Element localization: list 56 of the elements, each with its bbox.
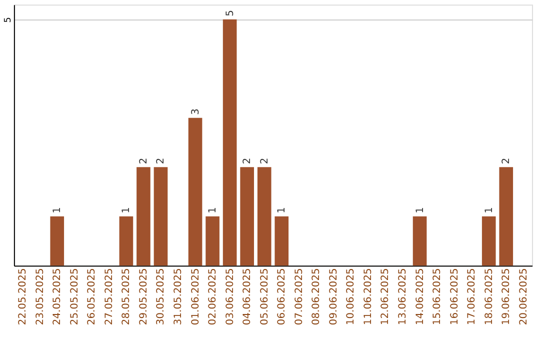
data-label: 2 bbox=[138, 158, 150, 164]
x-tick-label: 20.06.2025 bbox=[518, 268, 530, 326]
data-label: 1 bbox=[121, 207, 132, 214]
x-tick-label: 15.06.2025 bbox=[432, 268, 444, 326]
data-label: 1 bbox=[276, 207, 288, 214]
x-tick-label: 30.05.2025 bbox=[156, 268, 167, 326]
x-tick-label: 02.06.2025 bbox=[208, 268, 219, 326]
x-tick-label: 05.06.2025 bbox=[259, 268, 270, 326]
x-tick-label: 24.05.2025 bbox=[52, 268, 64, 326]
bar bbox=[50, 216, 64, 266]
bar bbox=[222, 19, 237, 266]
x-tick-label: 12.06.2025 bbox=[380, 268, 392, 326]
x-tick-label: 23.05.2025 bbox=[34, 268, 46, 326]
x-tick-label: 06.06.2025 bbox=[276, 268, 288, 326]
data-label: 5 bbox=[224, 10, 236, 16]
x-tick-label: 17.06.2025 bbox=[466, 268, 478, 326]
bar bbox=[206, 216, 220, 266]
x-tick-label: 11.06.2025 bbox=[362, 268, 374, 326]
x-tick-label: 16.06.2025 bbox=[449, 268, 460, 326]
bar bbox=[412, 216, 427, 266]
data-label: 1 bbox=[414, 207, 426, 214]
x-tick-label: 22.05.2025 bbox=[18, 268, 29, 326]
bar bbox=[188, 118, 202, 266]
bar bbox=[482, 216, 496, 266]
bar bbox=[274, 216, 289, 266]
bar bbox=[257, 167, 272, 266]
x-tick-label: 19.06.2025 bbox=[501, 268, 512, 326]
x-tick-label: 09.06.2025 bbox=[328, 268, 340, 326]
x-tick-label: 07.06.2025 bbox=[294, 268, 305, 326]
x-tick-label: 25.05.2025 bbox=[69, 268, 80, 326]
x-tick-label: 28.05.2025 bbox=[121, 268, 132, 326]
data-label: 2 bbox=[501, 158, 512, 164]
data-label: 2 bbox=[156, 158, 167, 164]
x-tick-label: 01.06.2025 bbox=[190, 268, 202, 326]
bar bbox=[240, 167, 254, 266]
data-label: 1 bbox=[208, 207, 219, 214]
x-tick-label: 18.06.2025 bbox=[484, 268, 495, 326]
bar bbox=[119, 216, 134, 266]
data-label: 2 bbox=[242, 158, 254, 164]
data-label: 1 bbox=[484, 207, 495, 214]
data-label: 3 bbox=[190, 108, 202, 115]
data-label: 1 bbox=[52, 207, 64, 214]
x-tick-label: 29.05.2025 bbox=[138, 268, 150, 326]
bar bbox=[499, 167, 514, 266]
bar bbox=[154, 167, 168, 266]
bar bbox=[136, 167, 150, 266]
x-tick-label: 14.06.2025 bbox=[414, 268, 426, 326]
x-tick-label: 26.05.2025 bbox=[86, 268, 98, 326]
x-tick-label: 08.06.2025 bbox=[311, 268, 322, 326]
x-tick-label: 31.05.2025 bbox=[172, 268, 184, 326]
x-tick-label: 27.05.2025 bbox=[104, 268, 115, 326]
x-tick-label: 04.06.2025 bbox=[242, 268, 254, 326]
x-tick-label: 03.06.2025 bbox=[224, 268, 236, 326]
data-label: 2 bbox=[259, 158, 270, 164]
x-tick-label: 10.06.2025 bbox=[346, 268, 357, 326]
x-tick-label: 13.06.2025 bbox=[398, 268, 408, 326]
